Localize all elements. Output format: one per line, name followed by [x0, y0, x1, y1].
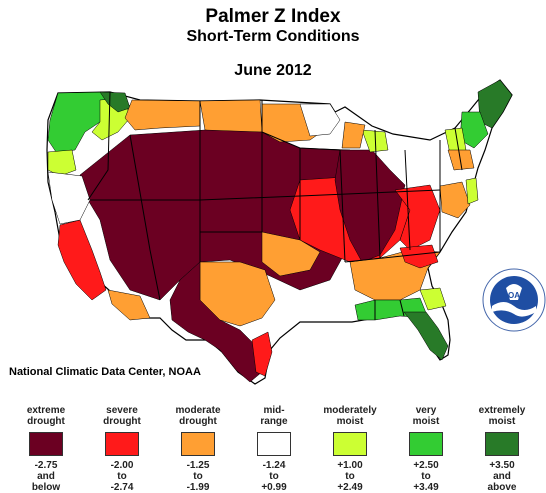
legend-range: -2.00 to -2.74: [110, 460, 134, 493]
region-nw-montana-extreme-moist: [99, 91, 131, 113]
legend-item: very moist +2.50 to +3.49: [390, 405, 462, 493]
legend-swatch: [181, 432, 215, 456]
legend-item: extreme drought -2.75 and below: [10, 405, 82, 493]
legend-swatch: [29, 432, 63, 456]
legend-label: moderate drought: [175, 405, 221, 427]
region-california-severe: [57, 219, 107, 301]
legend-swatch: [485, 432, 519, 456]
legend-item: mid- range -1.24 to +0.99: [238, 405, 310, 493]
legend-range: -1.25 to -1.99: [186, 460, 210, 493]
map-title: Palmer Z Index: [205, 6, 341, 27]
legend-label: moderately moist: [323, 405, 377, 427]
region-florida-extremely-moist: [403, 311, 449, 361]
region-texas-extreme: [169, 261, 263, 383]
region-nj-moist: [465, 177, 479, 205]
legend-swatch: [333, 432, 367, 456]
legend-label: very moist: [412, 405, 440, 427]
state-boundaries: [87, 91, 463, 320]
region-georgia-moist: [419, 287, 447, 311]
region-northern-plains-moderate: [199, 99, 263, 135]
region-texas-severe: [251, 331, 273, 377]
legend-range: -1.24 to +0.99: [261, 460, 287, 493]
legend-item: extremely moist +3.50 and above: [466, 405, 538, 493]
noaa-logo-text: NOAA: [502, 291, 526, 300]
region-wa-coast-moist: [47, 149, 77, 177]
region-ny-moderate: [447, 149, 475, 171]
map-period: June 2012: [234, 62, 312, 79]
map-subtitle: Short-Term Conditions: [186, 28, 360, 45]
legend-item: moderately moist +1.00 to +2.49: [314, 405, 386, 493]
region-michigan-moderate: [341, 121, 366, 149]
legend-swatch: [257, 432, 291, 456]
legend-range: +3.50 and above: [487, 460, 517, 493]
region-minnesota-mid: [299, 103, 341, 137]
legend-swatch: [409, 432, 443, 456]
legend-label: mid- range: [260, 405, 288, 427]
legend-item: moderate drought -1.25 to -1.99: [162, 405, 234, 493]
legend-label: extreme drought: [26, 405, 66, 427]
us-climate-division-map: [46, 79, 513, 385]
legend-range: +2.50 to +3.49: [413, 460, 439, 493]
legend-item: severe drought -2.00 to -2.74: [86, 405, 158, 493]
region-oregon-mid: [47, 171, 91, 225]
legend-range: +1.00 to +2.49: [337, 460, 363, 493]
region-montana-moderate: [124, 99, 201, 131]
noaa-logo: NOAA: [482, 268, 546, 332]
legend-label: extremely moist: [478, 405, 526, 427]
region-southwest-moderate: [107, 289, 151, 321]
legend-label: severe drought: [103, 405, 141, 427]
region-carolinas-severe: [399, 244, 439, 269]
data-credit: National Climatic Data Center, NOAA: [9, 366, 201, 378]
region-mid-atlantic-moderate: [439, 181, 471, 219]
legend-range: -2.75 and below: [31, 460, 61, 493]
legend-swatch: [105, 432, 139, 456]
